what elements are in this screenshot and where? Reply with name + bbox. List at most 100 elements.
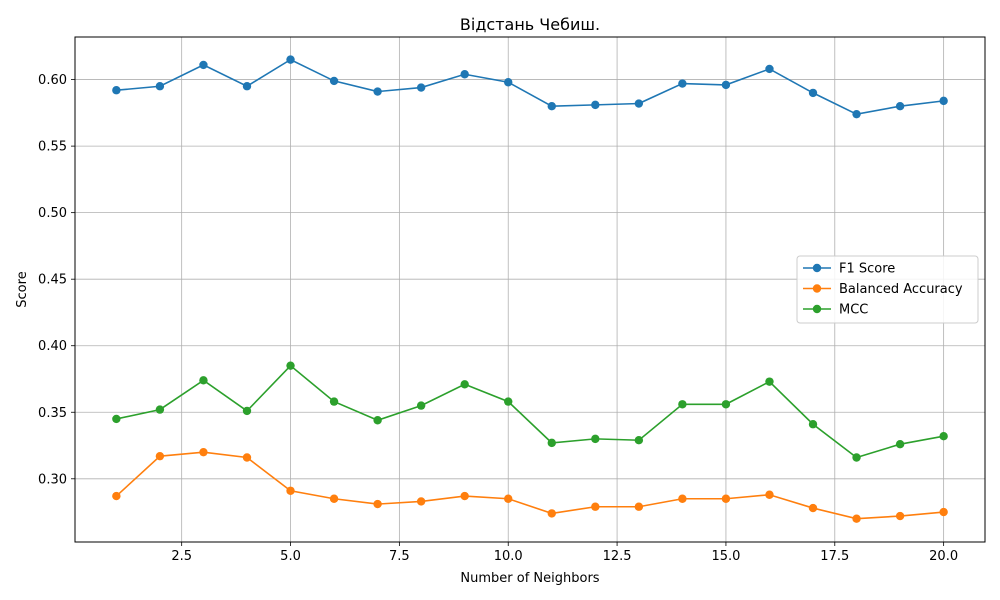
data-point-balanced-accuracy [852,514,861,523]
data-point-balanced-accuracy [634,502,644,511]
data-point-balanced-accuracy [155,451,165,461]
data-point-mcc [329,397,339,406]
x-tick-label: 7.5 [389,549,410,564]
data-point-f1-score [329,76,339,86]
series-balanced-accuracy [112,447,948,523]
data-point-f1-score [678,79,687,88]
y-tick-label: 0.45 [38,273,67,288]
series-line-balanced-accuracy [115,451,944,520]
legend-swatch-marker [812,263,822,273]
y-tick-label: 0.30 [38,472,67,487]
data-point-balanced-accuracy [373,499,382,509]
data-point-f1-score [460,70,469,79]
data-point-f1-score [373,87,382,96]
data-point-mcc [939,432,948,441]
data-point-mcc [547,438,556,448]
legend-swatch-marker [812,304,822,314]
data-point-f1-score [286,55,295,64]
y-tick-label: 0.55 [38,140,67,155]
data-point-f1-score [504,78,513,87]
legend-label: MCC [839,303,868,318]
x-axis-label: Number of Neighbors [460,571,599,586]
data-point-mcc [155,405,165,414]
x-tick-label: 10.0 [494,549,523,564]
legend-label: Balanced Accuracy [839,282,963,297]
legend-swatch-marker [812,284,822,293]
data-point-mcc [591,434,600,444]
data-point-balanced-accuracy [329,494,339,503]
data-point-mcc [286,361,295,370]
series-line-f1-score [116,58,944,116]
x-tick-label: 5.0 [280,549,301,564]
data-point-mcc [416,401,426,410]
data-point-mcc [112,414,121,424]
data-point-mcc [504,397,513,406]
legend-item-f1-score: F1 Score [803,262,895,277]
y-axis: 0.30 0.35 0.40 0.45 0.50 0.55 0.60 [38,73,75,487]
legend: F1 Score Balanced Accuracy MCC [796,255,979,324]
series-line-mcc [116,364,944,459]
data-point-balanced-accuracy [591,502,600,511]
series-mcc [112,361,948,462]
legend-item-mcc: MCC [803,303,868,318]
x-tick-label: 15.0 [711,549,740,564]
y-tick-label: 0.35 [38,406,67,421]
x-axis: 2.5 5.0 7.5 10.0 12.5 15.0 17.5 20.0 [171,542,958,564]
data-point-f1-score [721,80,731,90]
x-tick-label: 17.5 [820,549,849,564]
y-tick-label: 0.60 [38,73,67,88]
data-point-mcc [678,400,687,409]
data-point-mcc [808,420,818,429]
x-tick-label: 20.0 [929,549,958,564]
data-point-f1-score [852,109,861,119]
data-point-f1-score [199,60,208,70]
data-point-balanced-accuracy [765,490,774,499]
data-point-f1-score [591,100,600,110]
data-point-mcc [373,416,382,425]
plot-frame [74,36,986,543]
data-point-mcc [242,406,252,416]
data-point-balanced-accuracy [416,497,426,506]
data-point-balanced-accuracy [242,453,252,462]
data-point-balanced-accuracy [939,507,948,517]
data-point-mcc [721,400,731,409]
series-layer [112,55,948,523]
grid [75,37,985,542]
legend-item-balanced-accuracy: Balanced Accuracy [803,282,963,297]
data-point-f1-score [547,101,556,111]
data-point-f1-score [112,86,121,95]
data-point-mcc [460,380,469,389]
data-point-balanced-accuracy [895,511,905,521]
data-point-mcc [765,377,774,386]
data-point-balanced-accuracy [808,503,818,513]
y-axis-label: Score [15,271,30,307]
data-point-balanced-accuracy [112,491,121,501]
data-point-f1-score [155,82,165,91]
data-point-f1-score [765,64,774,74]
data-point-f1-score [242,82,252,91]
series-f1-score [112,55,948,119]
data-point-f1-score [939,96,948,106]
x-tick-label: 2.5 [171,549,192,564]
data-point-f1-score [895,101,905,111]
chart-title: Відстань Чебиш. [460,15,600,34]
data-point-f1-score [808,88,818,98]
data-point-mcc [852,453,861,462]
data-point-f1-score [416,83,426,92]
y-tick-label: 0.50 [38,206,67,221]
data-point-mcc [634,436,644,445]
legend-label: F1 Score [839,262,895,277]
data-point-mcc [895,439,905,449]
y-tick-label: 0.40 [38,339,67,354]
data-point-balanced-accuracy [504,494,513,503]
data-point-mcc [199,376,208,385]
data-point-f1-score [634,99,644,108]
data-point-balanced-accuracy [199,447,208,457]
data-point-balanced-accuracy [286,486,295,495]
data-point-balanced-accuracy [678,494,687,503]
legend-box [796,255,979,324]
x-tick-label: 12.5 [603,549,632,564]
data-point-balanced-accuracy [460,491,469,501]
data-point-balanced-accuracy [547,509,556,518]
